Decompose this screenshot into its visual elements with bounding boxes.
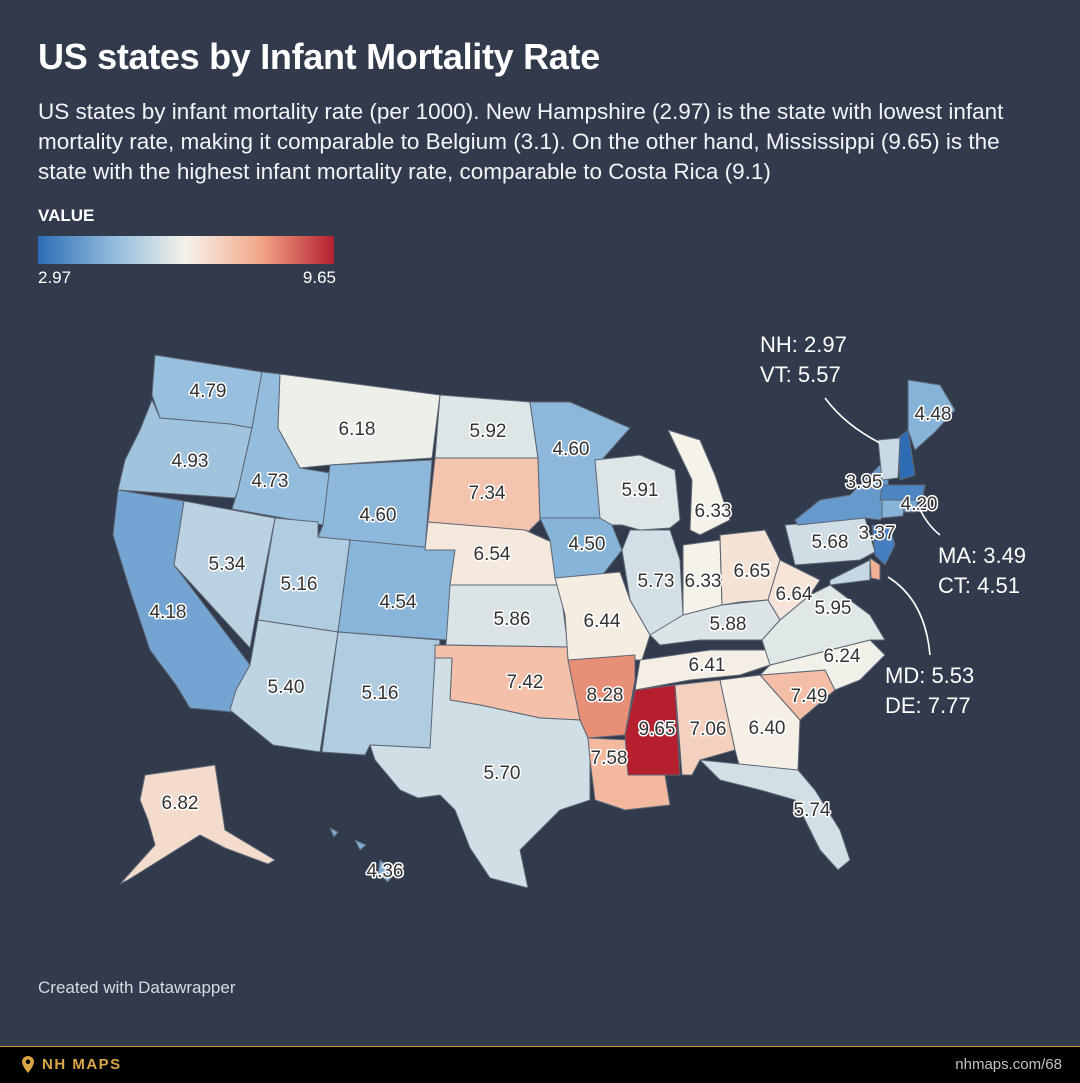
state-label-wv: 6.64 <box>776 584 813 605</box>
state-tx[interactable] <box>369 657 591 889</box>
state-ma[interactable] <box>879 484 926 501</box>
state-label-ar: 8.28 <box>587 685 624 706</box>
state-label-oh: 6.65 <box>734 561 771 582</box>
state-label-ak: 6.82 <box>162 793 199 814</box>
state-label-ia: 4.50 <box>569 534 606 555</box>
callout-vt-label: VT: 5.57 <box>760 362 841 387</box>
state-label-nc: 6.24 <box>824 646 861 667</box>
state-label-wi: 5.91 <box>622 480 659 501</box>
state-label-la: 7.58 <box>591 748 628 769</box>
callout-ct-label: CT: 4.51 <box>938 573 1020 598</box>
footer-url[interactable]: nhmaps.com/68 <box>955 1056 1062 1073</box>
state-vt[interactable] <box>877 437 901 481</box>
state-label-pa: 5.68 <box>812 532 849 553</box>
state-hi[interactable] <box>329 827 396 883</box>
color-legend: VALUE 2.97 9.65 <box>38 206 336 287</box>
state-label-nd: 5.92 <box>470 421 507 442</box>
legend-min-label: 2.97 <box>38 268 72 287</box>
state-label-ri: 4.20 <box>901 494 938 515</box>
callout-de-label: DE: 7.77 <box>885 693 971 718</box>
legend-gradient-bar <box>38 236 334 264</box>
state-tn[interactable] <box>634 649 781 691</box>
state-label-nv: 5.34 <box>209 554 246 575</box>
callout-ma-label: MA: 3.49 <box>938 543 1027 568</box>
state-label-wy: 4.60 <box>360 505 397 526</box>
state-label-ms: 9.65 <box>639 719 676 740</box>
callout-md-label: MD: 5.53 <box>885 663 975 688</box>
state-fl[interactable] <box>699 759 851 871</box>
state-label-sd: 7.34 <box>469 483 506 504</box>
state-label-ga: 6.40 <box>749 718 786 739</box>
state-label-ok: 7.42 <box>507 672 544 693</box>
state-label-nj: 3.37 <box>859 523 896 544</box>
state-label-or: 4.93 <box>172 451 209 472</box>
callout-lines <box>824 397 941 656</box>
state-wi[interactable] <box>594 454 681 531</box>
state-label-sc: 7.49 <box>791 686 828 707</box>
state-label-ky: 5.88 <box>710 614 747 635</box>
state-ak[interactable] <box>119 764 276 885</box>
state-label-fl: 5.74 <box>794 800 831 821</box>
callout-nh-vt: NH: 2.97 VT: 5.57 <box>760 330 847 390</box>
credit-text: Created with Datawrapper <box>38 978 236 997</box>
state-label-mt: 6.18 <box>339 419 376 440</box>
state-label-ny: 3.95 <box>846 472 883 493</box>
state-wv[interactable] <box>767 559 821 621</box>
state-de[interactable] <box>869 557 881 581</box>
state-label-va: 5.95 <box>815 598 852 619</box>
state-ct[interactable] <box>881 499 906 519</box>
state-label-in: 6.33 <box>685 571 722 592</box>
state-label-wa: 4.79 <box>190 381 227 402</box>
brand-name: NH MAPS <box>42 1056 122 1073</box>
state-sd[interactable] <box>427 457 541 536</box>
state-label-me: 4.48 <box>915 404 952 425</box>
brand: NH MAPS <box>22 1056 122 1073</box>
state-mi[interactable] <box>667 429 731 536</box>
map-pin-icon <box>22 1056 34 1073</box>
state-label-hi: 4.36 <box>367 861 404 882</box>
state-label-mi: 6.33 <box>695 501 732 522</box>
callout-ma-ct: MA: 3.49 CT: 4.51 <box>938 541 1026 601</box>
state-md[interactable] <box>829 559 871 586</box>
state-label-az: 5.40 <box>268 677 305 698</box>
state-co[interactable] <box>337 539 456 641</box>
state-nh[interactable] <box>897 429 916 481</box>
state-nj[interactable] <box>871 524 896 566</box>
state-label-ca: 4.18 <box>150 602 187 623</box>
state-label-ne: 6.54 <box>474 544 511 565</box>
state-labels-layer: 4.79 4.93 4.18 4.73 5.34 6.18 4.60 5.16 5.40 4.54… <box>148 380 953 884</box>
callout-line-ma-ct <box>917 504 941 536</box>
state-label-nm: 5.16 <box>362 683 399 704</box>
state-label-al: 7.06 <box>690 719 727 740</box>
state-label-id: 4.73 <box>252 471 289 492</box>
footer-bar: NH MAPS nhmaps.com/68 <box>0 1046 1080 1083</box>
state-label-tn: 6.41 <box>689 655 726 676</box>
chart-title: US states by Infant Mortality Rate <box>38 36 600 77</box>
state-label-ks: 5.86 <box>494 609 531 630</box>
state-label-tx: 5.70 <box>484 763 521 784</box>
state-nc[interactable] <box>759 639 886 691</box>
state-label-mo: 6.44 <box>584 611 621 632</box>
callout-md-de: MD: 5.53 DE: 7.77 <box>885 661 974 721</box>
callout-line-nh-vt <box>824 397 881 444</box>
state-label-ut: 5.16 <box>281 574 318 595</box>
state-label-il: 5.73 <box>638 571 675 592</box>
us-choropleth-map: 4.79 4.93 4.18 4.73 5.34 6.18 4.60 5.16 5.40 4.54… <box>112 354 956 889</box>
state-label-co: 4.54 <box>380 592 417 613</box>
states-layer <box>112 354 956 889</box>
legend-title: VALUE <box>38 206 95 225</box>
state-label-mn: 4.60 <box>553 439 590 460</box>
callout-nh-label: NH: 2.97 <box>760 332 847 357</box>
state-nv[interactable] <box>173 500 276 649</box>
chart-description: US states by infant mortality rate (per … <box>38 99 1004 184</box>
legend-max-label: 9.65 <box>302 268 336 287</box>
callout-line-md-de <box>887 576 931 656</box>
